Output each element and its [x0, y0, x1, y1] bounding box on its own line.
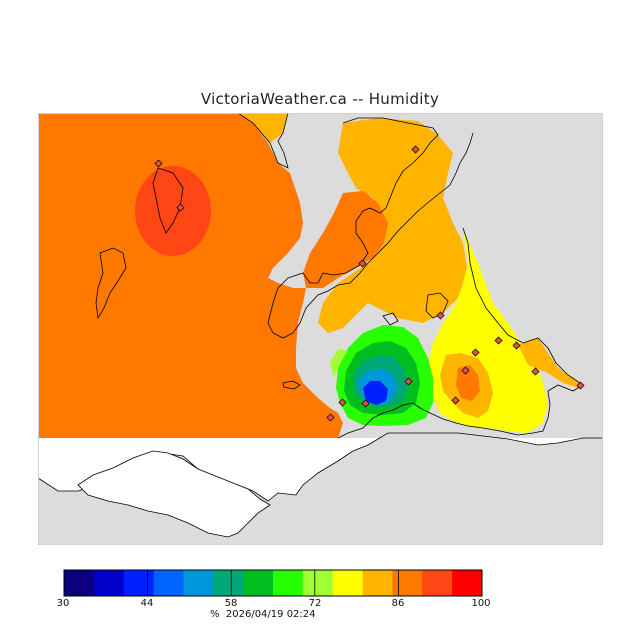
humidity-orange-light-east — [318, 118, 468, 333]
coastline-vancouver-island — [237, 113, 289, 169]
station-marker — [326, 413, 335, 422]
humidity-orange-spot — [456, 365, 480, 401]
colorbar-segment — [153, 570, 184, 596]
map-border — [38, 113, 603, 545]
colorbar — [63, 569, 483, 597]
station-marker — [471, 348, 480, 357]
colorbar-segment — [64, 570, 95, 596]
island-small — [382, 312, 399, 326]
colorbar-border — [63, 569, 483, 597]
station-markers — [154, 145, 585, 422]
colorbar-tick-label: 58 — [224, 598, 238, 609]
colorbar-tick-label: 44 — [140, 598, 154, 609]
colorbar-tick-label: 100 — [471, 598, 491, 609]
humidity-red-orange — [135, 166, 211, 256]
colorbar-segment — [183, 570, 214, 596]
station-marker — [338, 398, 347, 407]
colorbar-segment — [362, 570, 393, 596]
island-southwest — [95, 247, 127, 320]
humidity-orange-west — [38, 113, 343, 438]
colorbar-segment — [302, 570, 334, 596]
station-marker — [436, 311, 445, 320]
map-title: VictoriaWeather.ca -- Humidity — [200, 90, 440, 108]
colorbar-tick-label: 30 — [56, 598, 70, 609]
station-marker — [404, 377, 413, 386]
station-marker — [512, 341, 521, 350]
colorbar-segment — [452, 570, 483, 596]
humidity-blue — [363, 381, 388, 405]
station-marker — [531, 367, 540, 376]
units-label: % — [210, 609, 220, 620]
station-marker — [494, 336, 503, 345]
station-marker — [358, 259, 367, 268]
island-spit — [282, 380, 301, 390]
colorbar-segment — [422, 570, 453, 596]
humidity-map — [38, 113, 603, 545]
coastline-east — [337, 227, 584, 439]
timestamp: 2026/04/19 02:24 — [225, 609, 316, 620]
coastline-saanich — [267, 117, 474, 339]
station-marker — [176, 203, 185, 212]
station-marker — [154, 159, 163, 168]
colorbar-segment — [392, 570, 423, 596]
humidity-orange-mid — [303, 191, 388, 288]
colorbar-tick-label: 86 — [391, 598, 405, 609]
island-west — [152, 167, 184, 234]
water-inlet — [77, 450, 271, 538]
humidity-orange-tip — [518, 338, 583, 388]
humidity-orange-light — [238, 113, 288, 143]
station-marker — [461, 366, 470, 375]
colorbar-segment — [213, 570, 244, 596]
station-marker — [451, 396, 460, 405]
colorbar-segment — [243, 570, 274, 596]
colorbar-segment — [332, 570, 364, 596]
colorbar-segment — [93, 570, 125, 596]
island-east — [425, 292, 449, 319]
colorbar-segment — [273, 570, 304, 596]
units-timestamp: % 2026/04/19 02:24 — [210, 609, 316, 620]
station-marker — [361, 399, 370, 408]
colorbar-tick-label: 72 — [308, 598, 322, 609]
station-marker — [576, 381, 585, 390]
humidity-green-light — [330, 349, 348, 378]
colorbar-segment — [123, 570, 155, 596]
station-marker — [411, 145, 420, 154]
